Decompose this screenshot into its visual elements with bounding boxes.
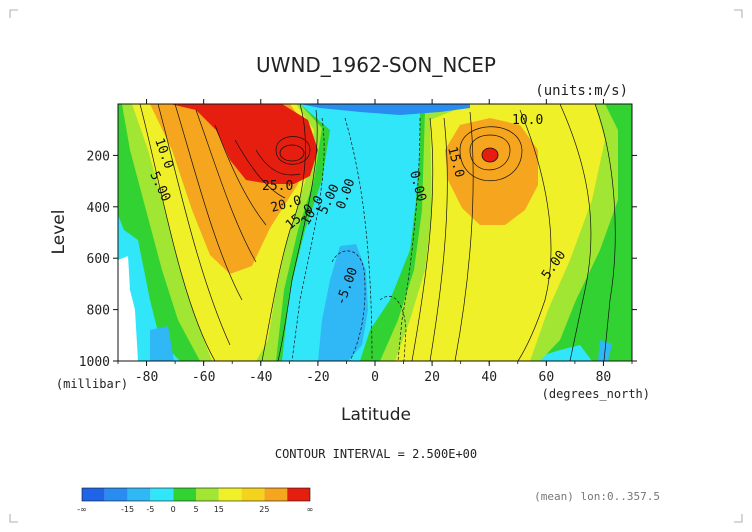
contour-plot-area: [118, 104, 632, 361]
colorbar-swatch: [104, 488, 128, 501]
colorbar-label: 5: [193, 505, 198, 514]
colorbar-swatch: [241, 488, 265, 501]
south-jet-core: [279, 144, 305, 162]
x-tick-label: -40: [249, 370, 272, 385]
y-axis-title: Level: [49, 210, 69, 255]
contour-lines: [139, 104, 616, 361]
x-tick-label: 60: [539, 370, 555, 385]
colorbar-swatch: [218, 488, 242, 501]
contour-interval-label: CONTOUR INTERVAL = 2.500E+00: [275, 447, 477, 461]
negative-equatorial-lobe: [318, 244, 368, 361]
colorbar-label: 25: [259, 505, 269, 514]
x-axis-unit: (degrees_north): [542, 387, 650, 401]
x-tick-label: -80: [135, 370, 158, 385]
colorbar-swatch: [196, 488, 219, 501]
x-axis-title: Latitude: [341, 405, 411, 425]
colorbar-swatch: [264, 488, 288, 501]
contour-label: 25.0: [262, 179, 293, 194]
north-band-15-20: [445, 118, 538, 225]
colorbar-swatch: [287, 488, 310, 501]
missing-data-region: [118, 256, 138, 361]
colorbar-label: -∞: [77, 505, 87, 514]
x-axis: -80 -60 -40 -20 0 20 40 60 80: [117, 99, 633, 385]
x-tick-label: -60: [192, 370, 215, 385]
x-tick-label: 0: [371, 370, 379, 385]
colorbar: -∞ -15 -5 0 5 15 25 ∞: [77, 487, 314, 514]
page-corner-marks: [9, 9, 743, 523]
y-axis: 200 400 600 800 1000: [79, 149, 637, 370]
colorbar-swatch: [82, 488, 105, 501]
colorbar-label: ∞: [307, 505, 314, 514]
y-tick-label: 1000: [79, 355, 110, 370]
colorbar-frame: [81, 487, 311, 502]
colorbar-swatch: [127, 488, 151, 501]
negative-top-band: [300, 104, 470, 115]
y-tick-label: 200: [87, 149, 110, 164]
x-tick-label: 20: [424, 370, 440, 385]
y-tick-label: 600: [87, 252, 110, 267]
y-tick-label: 400: [87, 201, 110, 216]
x-tick-label: 80: [596, 370, 612, 385]
y-axis-unit: (millibar): [56, 377, 128, 391]
colorbar-swatch: [150, 488, 174, 501]
colorbar-label: -5: [146, 505, 154, 514]
colorbar-label: 0: [171, 505, 176, 514]
units-label: (units:m/s): [535, 83, 628, 99]
north-jet-core: [481, 147, 499, 163]
colorbar-label: 15: [214, 505, 224, 514]
x-tick-label: 40: [481, 370, 497, 385]
negative-left-sliver: [150, 326, 174, 361]
colorbar-swatch: [173, 488, 196, 501]
colorbar-label: -15: [121, 505, 134, 514]
footer-note: (mean) lon:0..357.5: [534, 490, 660, 503]
x-tick-label: -20: [306, 370, 329, 385]
south-band-25-plus: [170, 104, 318, 184]
chart-title: UWND_1962-SON_NCEP: [256, 53, 496, 77]
contour-label: 10.0: [512, 113, 543, 128]
y-tick-label: 800: [87, 304, 110, 319]
